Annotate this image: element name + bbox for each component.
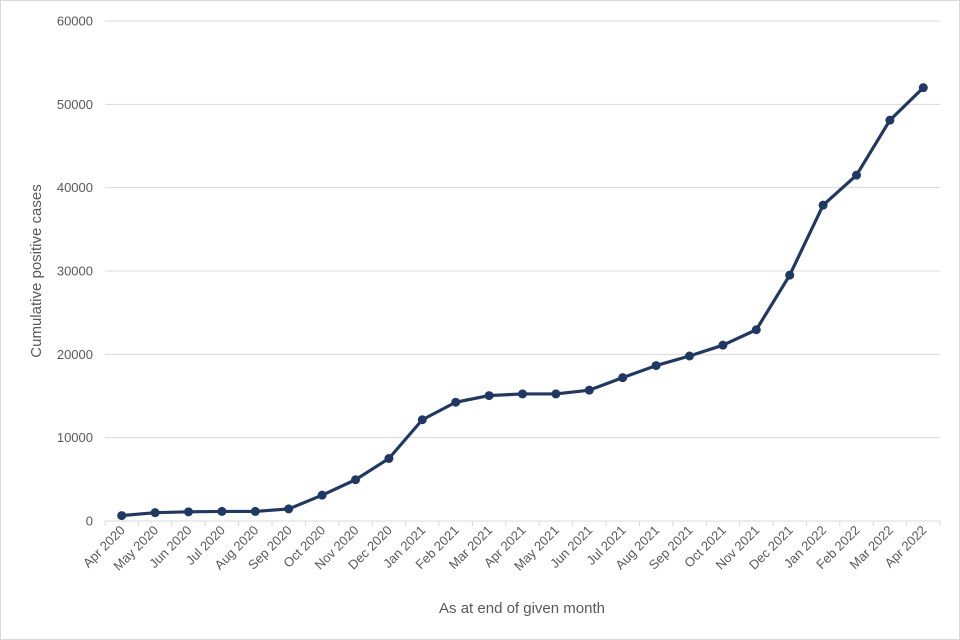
data-point (785, 270, 795, 280)
gridlines (104, 20, 941, 526)
data-point (751, 325, 761, 335)
y-tick-label: 20000 (57, 347, 93, 362)
y-axis-tick-labels: 0 10000 20000 30000 40000 50000 60000 (57, 14, 93, 529)
data-point (584, 385, 594, 395)
data-point (317, 490, 327, 500)
data-point (150, 508, 160, 518)
x-axis-title: As at end of given month (439, 600, 605, 617)
series-layer (117, 83, 928, 521)
y-axis-title: Cumulative positive cases (28, 184, 45, 357)
data-point (451, 397, 461, 407)
series-line (120, 86, 925, 518)
data-point (117, 511, 127, 521)
data-point (551, 389, 561, 399)
data-point (685, 351, 694, 361)
data-point (651, 361, 661, 371)
data-point (618, 373, 628, 383)
data-point (484, 391, 494, 401)
y-tick-label: 30000 (57, 264, 93, 279)
data-point (384, 454, 394, 463)
data-point (918, 83, 928, 93)
y-tick-label: 50000 (57, 97, 93, 112)
data-point (885, 115, 895, 125)
data-point (852, 170, 861, 180)
y-tick-label: 0 (86, 514, 93, 529)
data-point (250, 506, 260, 516)
data-point (518, 389, 527, 399)
data-point (284, 504, 294, 514)
y-tick-label: 10000 (57, 430, 93, 445)
data-point (718, 340, 728, 350)
data-point (351, 475, 360, 485)
data-point (217, 506, 227, 516)
y-tick-label: 60000 (57, 14, 93, 29)
data-point (184, 507, 193, 517)
y-tick-label: 40000 (57, 180, 93, 195)
data-point (417, 415, 427, 425)
data-point (818, 200, 828, 210)
